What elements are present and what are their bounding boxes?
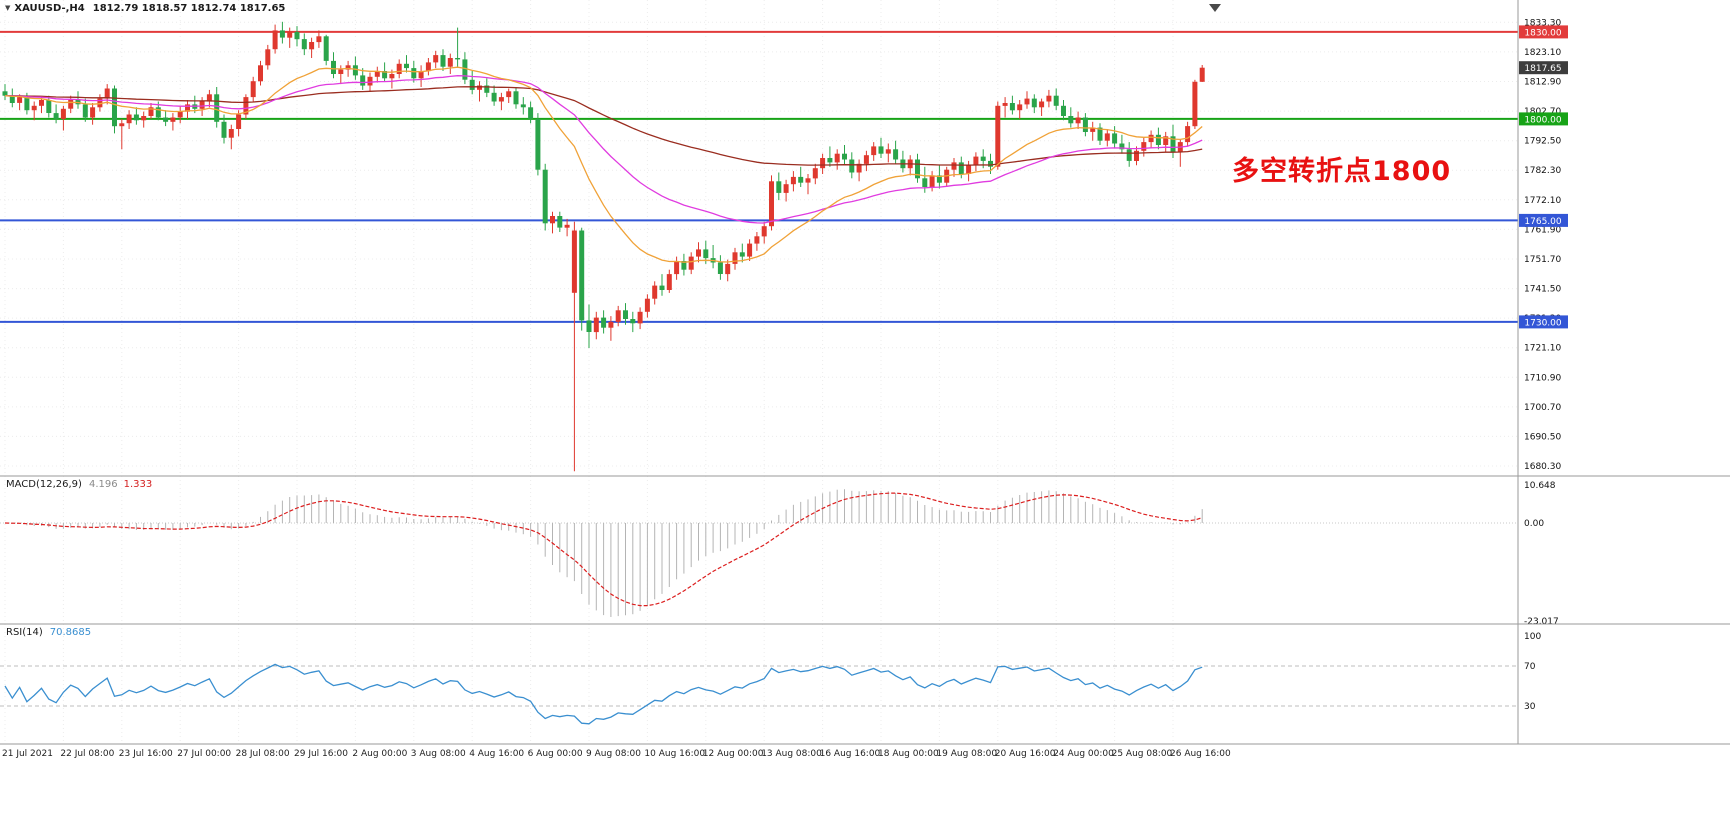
- chart-header: ▼ XAUUSD-,H4 1812.79 1818.57 1812.74 1817.…: [5, 3, 285, 14]
- price-tick-label: 1812.90: [1524, 78, 1561, 88]
- rsi-axis-label: 100: [1524, 632, 1541, 642]
- price-tick-label: 1782.30: [1524, 166, 1561, 176]
- time-tick-label: 27 Jul 00:00: [177, 749, 231, 759]
- rsi-pane: 100 70 30: [0, 632, 1541, 725]
- time-tick-label: 3 Aug 08:00: [411, 749, 466, 759]
- time-tick-label: 10 Aug 16:00: [644, 749, 705, 759]
- time-tick-label: 12 Aug 00:00: [703, 749, 764, 759]
- time-axis[interactable]: 21 Jul 2021 22 Jul 08:00 23 Jul 16:00 27 Ju…: [2, 749, 1231, 759]
- macd-indicator-label: MACD(12,26,9) 4.196 1.333: [6, 479, 152, 490]
- time-tick-label: 4 Aug 16:00: [469, 749, 524, 759]
- macd-main-value: 4.196: [88, 479, 118, 490]
- price-tick-label: 1802.70: [1524, 107, 1561, 117]
- price-axis[interactable]: 1833.30 1823.10 1812.90 1802.70 1792.50 1782.…: [1517, 0, 1568, 744]
- price-tick-label: 1772.10: [1524, 196, 1561, 206]
- time-tick-label: 19 Aug 08:00: [936, 749, 997, 759]
- price-tick-label: 1761.90: [1524, 225, 1561, 235]
- horizontal-level-lines: [0, 30, 1518, 323]
- macd-axis-label: -23.017: [1524, 617, 1559, 627]
- rsi-axis-label: 70: [1524, 662, 1536, 672]
- ma-120-line: [4, 86, 1203, 166]
- price-tick-label: 1792.50: [1524, 137, 1561, 147]
- price-badge: [1519, 112, 1568, 126]
- time-tick-label: 6 Aug 00:00: [528, 749, 583, 759]
- price-tick-label: 1741.50: [1524, 285, 1561, 295]
- ma-20-line: [4, 66, 1203, 263]
- price-badge-label: 1800.00: [1524, 115, 1561, 125]
- price-badge: [1519, 25, 1568, 39]
- rsi-indicator-label: RSI(14) 70.8685: [6, 627, 91, 638]
- time-tick-label: 13 Aug 08:00: [761, 749, 822, 759]
- macd-axis-label: 0.00: [1524, 519, 1544, 529]
- time-tick-label: 20 Aug 16:00: [995, 749, 1056, 759]
- price-badge-label: 1830.00: [1524, 28, 1561, 38]
- rsi-line: [4, 663, 1203, 725]
- price-tick-label: 1700.70: [1524, 403, 1561, 413]
- time-tick-label: 25 Aug 08:00: [1112, 749, 1173, 759]
- time-tick-label: 28 Jul 08:00: [236, 749, 290, 759]
- chart-dropdown-icon[interactable]: ▼: [5, 4, 11, 12]
- pane-separators: [0, 475, 1730, 745]
- price-tick-label: 1751.70: [1524, 255, 1561, 265]
- moving-average-lines: [4, 66, 1203, 263]
- price-badge: [1519, 213, 1568, 227]
- price-tick-label: 1721.10: [1524, 344, 1561, 354]
- time-tick-label: 22 Jul 08:00: [60, 749, 114, 759]
- time-tick-label: 21 Jul 2021: [2, 749, 53, 759]
- time-tick-label: 23 Jul 16:00: [119, 749, 173, 759]
- time-tick-label: 2 Aug 00:00: [352, 749, 407, 759]
- time-tick-label: 16 Aug 16:00: [820, 749, 881, 759]
- macd-signal-line: [4, 492, 1203, 607]
- time-tick-label: 9 Aug 08:00: [586, 749, 641, 759]
- macd-axis-label: 10.648: [1524, 481, 1556, 491]
- price-tick-label: 1823.10: [1524, 48, 1561, 58]
- price-badge-label: 1730.00: [1524, 318, 1561, 328]
- price-tick-label: 1690.50: [1524, 432, 1561, 442]
- price-badge: [1519, 315, 1568, 329]
- rsi-value: 70.8685: [49, 627, 92, 638]
- rsi-axis-label: 30: [1524, 702, 1536, 712]
- price-badge-label: 1817.65: [1524, 64, 1561, 74]
- price-tick-label: 1680.30: [1524, 462, 1561, 472]
- symbol-timeframe-label: XAUUSD-,H4: [14, 3, 85, 14]
- time-tick-label: 29 Jul 16:00: [294, 749, 348, 759]
- ohlc-values: 1812.79 1818.57 1812.74 1817.65: [92, 3, 286, 14]
- time-tick-label: 18 Aug 00:00: [878, 749, 939, 759]
- price-tick-label: 1710.90: [1524, 373, 1561, 383]
- candles-layer: [2, 21, 1205, 472]
- rsi-name: RSI(14): [6, 627, 43, 638]
- grid: [0, 0, 1518, 744]
- time-tick-label: 24 Aug 00:00: [1053, 749, 1114, 759]
- price-badge: [1519, 61, 1568, 75]
- macd-signal-value: 1.333: [123, 479, 153, 490]
- chart-annotation-text: 多空转折点1800: [1232, 156, 1452, 187]
- price-badge-label: 1765.00: [1524, 217, 1561, 227]
- macd-name: MACD(12,26,9): [6, 479, 82, 490]
- ma-45-line: [4, 75, 1203, 224]
- time-tick-label: 26 Aug 16:00: [1170, 749, 1231, 759]
- chart-shift-marker-icon[interactable]: [1209, 4, 1221, 12]
- price-tick-label: 1833.30: [1524, 18, 1561, 28]
- macd-pane: 10.648 0.00 -23.017: [0, 481, 1559, 627]
